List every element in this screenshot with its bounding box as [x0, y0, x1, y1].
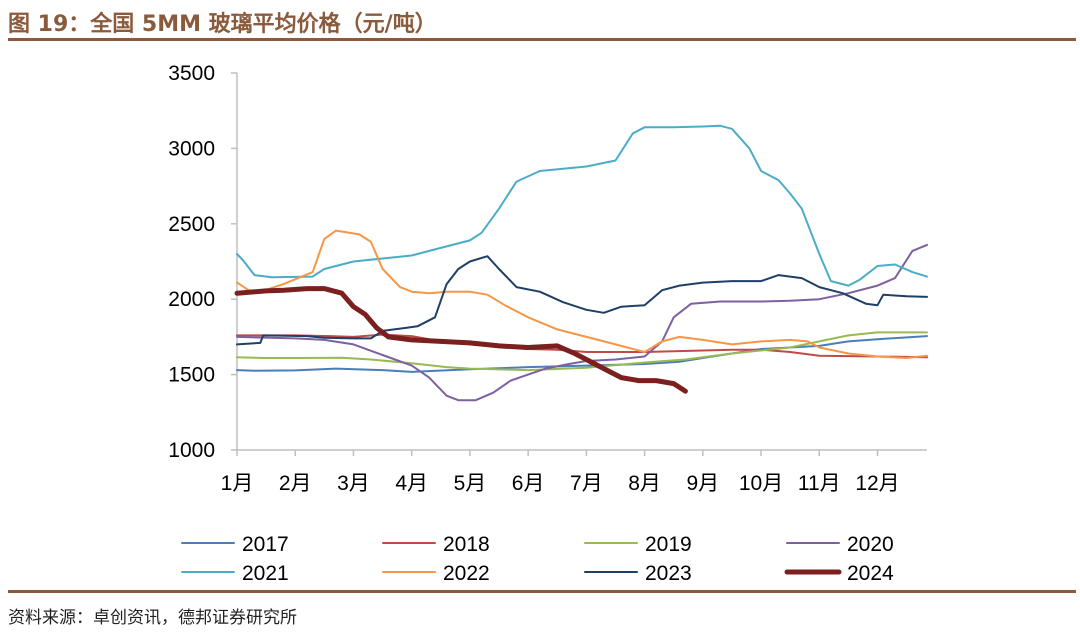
x-tick-label: 6月 [512, 472, 545, 495]
bottom-rule [8, 590, 1076, 593]
chart-series [234, 124, 928, 402]
figure-title: 图 19：全国 5MM 玻璃平均价格（元/吨） [8, 12, 437, 37]
series-line-2023 [236, 255, 928, 346]
x-tick-label: 10月 [739, 472, 783, 495]
chart-axes: 1000 1500 2000 2500 3000 3500 1月 2月 3月 4月 5月 6月 7月 8月… [168, 62, 927, 495]
x-tick-label: 2月 [279, 472, 312, 495]
source-note: 资料来源：卓创资讯，德邦证券研究所 [8, 608, 297, 628]
x-tick-label: 11月 [798, 472, 841, 495]
x-tick-label: 5月 [454, 472, 487, 495]
x-tick-label: 8月 [628, 472, 661, 495]
legend-label-2020: 2020 [847, 533, 894, 556]
y-tick-label: 2500 [168, 213, 215, 236]
series-line-2021 [236, 124, 928, 287]
y-tick-label: 2000 [168, 288, 215, 311]
chart-legend: 2017 2018 2019 2020 2021 2022 2023 2024 [181, 533, 894, 585]
y-tick-label: 3000 [168, 137, 215, 160]
legend-label-2023: 2023 [645, 562, 692, 585]
series-line-2019 [236, 331, 928, 372]
y-tick-label: 1000 [168, 439, 215, 462]
top-rule [8, 38, 1076, 41]
legend-label-2022: 2022 [443, 562, 490, 585]
x-tick-label: 12月 [855, 472, 899, 495]
legend-label-2018: 2018 [443, 533, 490, 556]
x-tick-label: 7月 [570, 472, 603, 495]
line-chart: 1000 1500 2000 2500 3000 3500 1月 2月 3月 4月 5月 6月 7月 8月… [168, 62, 928, 585]
x-tick-label: 1月 [221, 472, 254, 495]
series-line-2024 [234, 286, 688, 394]
x-tick-label: 9月 [686, 472, 719, 495]
series-line-2022 [236, 229, 928, 359]
x-tick-label: 4月 [395, 472, 428, 495]
y-tick-label: 3500 [168, 62, 215, 85]
series-line-2020 [236, 243, 928, 402]
legend-label-2021: 2021 [242, 562, 289, 585]
legend-label-2019: 2019 [645, 533, 692, 556]
legend-label-2017: 2017 [242, 533, 289, 556]
y-tick-label: 1500 [168, 364, 215, 387]
legend-label-2024: 2024 [847, 562, 894, 585]
series-line-2018 [236, 333, 928, 359]
x-tick-label: 3月 [337, 472, 370, 495]
